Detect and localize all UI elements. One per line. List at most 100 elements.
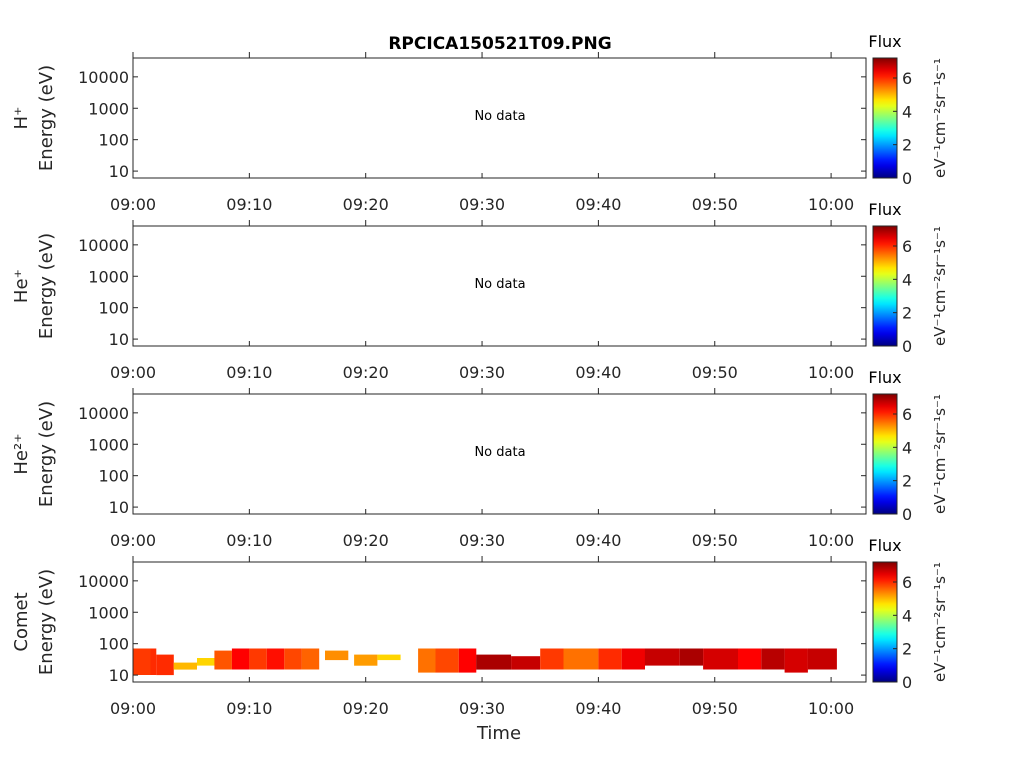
flux-cell <box>761 648 785 670</box>
y-tick-label: 100 <box>98 299 129 318</box>
flux-cell <box>476 654 512 670</box>
flux-cell <box>325 650 349 661</box>
x-tick-label: 10:00 <box>808 531 854 550</box>
flux-cell <box>458 648 477 673</box>
y-axis-label: Energy (eV) <box>36 401 57 507</box>
y-tick-label: 10 <box>109 330 129 349</box>
plot-frame <box>132 57 867 179</box>
colorbar-tick-label: 2 <box>902 472 912 491</box>
x-axis-label: Time <box>476 723 521 744</box>
y-tick-label: 1000 <box>88 435 129 454</box>
x-tick-label: 09:20 <box>343 363 389 382</box>
flux-cell <box>197 658 215 666</box>
flux-cell <box>738 648 762 670</box>
species-label: H⁺ <box>11 106 32 129</box>
x-tick-label: 09:50 <box>692 531 738 550</box>
panel-1: 09:00 09:10 09:20 09:30 09:40 09:50 10:00 10 100… <box>11 32 949 214</box>
x-tick-label: 09:00 <box>110 531 156 550</box>
x-tick-label: 09:40 <box>575 363 621 382</box>
y-tick-label: 1000 <box>88 603 129 622</box>
colorbar-tick-label: 0 <box>902 673 912 692</box>
colorbar-tick-label: 0 <box>902 337 912 356</box>
x-tick-label: 09:30 <box>459 531 505 550</box>
flux-cell <box>621 648 645 670</box>
flux-cell <box>703 648 738 670</box>
colorbar-tick-label: 2 <box>902 640 912 659</box>
flux-cell <box>354 654 378 666</box>
colorbar-title: Flux <box>868 536 901 555</box>
x-tick-label: 09:40 <box>575 531 621 550</box>
y-tick-label: 1000 <box>88 267 129 286</box>
flux-cell <box>435 648 459 673</box>
colorbar-unit-label: eV⁻¹cm⁻²sr⁻¹s⁻¹ <box>931 562 949 682</box>
species-label: He²⁺ <box>11 433 32 474</box>
colorbar-tick-label: 6 <box>902 69 912 88</box>
flux-cell <box>511 656 541 670</box>
colorbar-tick-label: 2 <box>902 136 912 155</box>
colorbar-tick-label: 4 <box>902 270 912 289</box>
x-tick-label: 10:00 <box>808 699 854 718</box>
colorbar-tick-label: 6 <box>902 237 912 256</box>
species-label: He⁺ <box>11 269 32 303</box>
y-tick-label: 100 <box>98 467 129 486</box>
y-tick-label: 10 <box>109 666 129 685</box>
colorbar <box>872 393 898 515</box>
colorbar-tick-label: 4 <box>902 438 912 457</box>
flux-cell <box>150 648 157 675</box>
flux-cell <box>301 648 320 670</box>
x-tick-label: 09:30 <box>459 363 505 382</box>
x-tick-label: 09:50 <box>692 195 738 214</box>
colorbar-unit-label: eV⁻¹cm⁻²sr⁻¹s⁻¹ <box>931 58 949 178</box>
flux-cell <box>644 648 680 666</box>
colorbar <box>872 225 898 347</box>
colorbar-tick-label: 4 <box>902 606 912 625</box>
colorbar-unit-label: eV⁻¹cm⁻²sr⁻¹s⁻¹ <box>931 394 949 514</box>
flux-cell <box>231 648 250 670</box>
x-tick-label: 09:10 <box>226 531 272 550</box>
flux-cell <box>249 648 267 670</box>
flux-cell <box>266 648 285 670</box>
colorbar-tick-label: 6 <box>902 405 912 424</box>
flux-cell <box>418 648 436 673</box>
y-axis-label: Energy (eV) <box>36 65 57 171</box>
colorbar-title: Flux <box>868 368 901 387</box>
y-tick-label: 10000 <box>78 404 129 423</box>
y-tick-label: 10000 <box>78 68 129 87</box>
x-tick-label: 09:10 <box>226 363 272 382</box>
flux-cell <box>173 662 197 670</box>
y-tick-label: 1000 <box>88 99 129 118</box>
spectrogram-panels: 09:00 09:10 09:20 09:30 09:40 09:50 10:0010100… <box>11 32 949 718</box>
y-tick-label: 10000 <box>78 236 129 255</box>
x-tick-label: 09:30 <box>459 195 505 214</box>
colorbar-tick-label: 0 <box>902 505 912 524</box>
x-tick-label: 09:50 <box>692 699 738 718</box>
colorbar-title: Flux <box>868 32 901 51</box>
flux-cell <box>156 654 174 676</box>
flux-cell <box>784 648 808 673</box>
plot-frame <box>132 393 867 515</box>
x-tick-label: 09:50 <box>692 363 738 382</box>
flux-cell <box>563 648 599 670</box>
colorbar-tick-label: 6 <box>902 573 912 592</box>
flux-cell <box>807 648 837 670</box>
y-axis-label: Energy (eV) <box>36 233 57 339</box>
y-tick-label: 10 <box>109 498 129 517</box>
colorbar-tick-label: 2 <box>902 304 912 323</box>
colorbar <box>872 561 898 683</box>
flux-cell <box>679 648 704 666</box>
x-tick-label: 09:00 <box>110 363 156 382</box>
colorbar-unit-label: eV⁻¹cm⁻²sr⁻¹s⁻¹ <box>931 226 949 346</box>
flux-cell <box>133 648 151 675</box>
chart-title: RPCICA150521T09.PNG <box>388 34 611 54</box>
x-tick-label: 09:00 <box>110 195 156 214</box>
flux-cell <box>540 648 564 670</box>
colorbar-tick-label: 0 <box>902 169 912 188</box>
x-tick-label: 10:00 <box>808 195 854 214</box>
x-tick-label: 09:10 <box>226 699 272 718</box>
x-tick-label: 09:20 <box>343 195 389 214</box>
y-axis-label: Energy (eV) <box>36 569 57 675</box>
y-tick-label: 10000 <box>78 572 129 591</box>
flux-cell <box>598 648 622 670</box>
colorbar <box>872 57 898 179</box>
